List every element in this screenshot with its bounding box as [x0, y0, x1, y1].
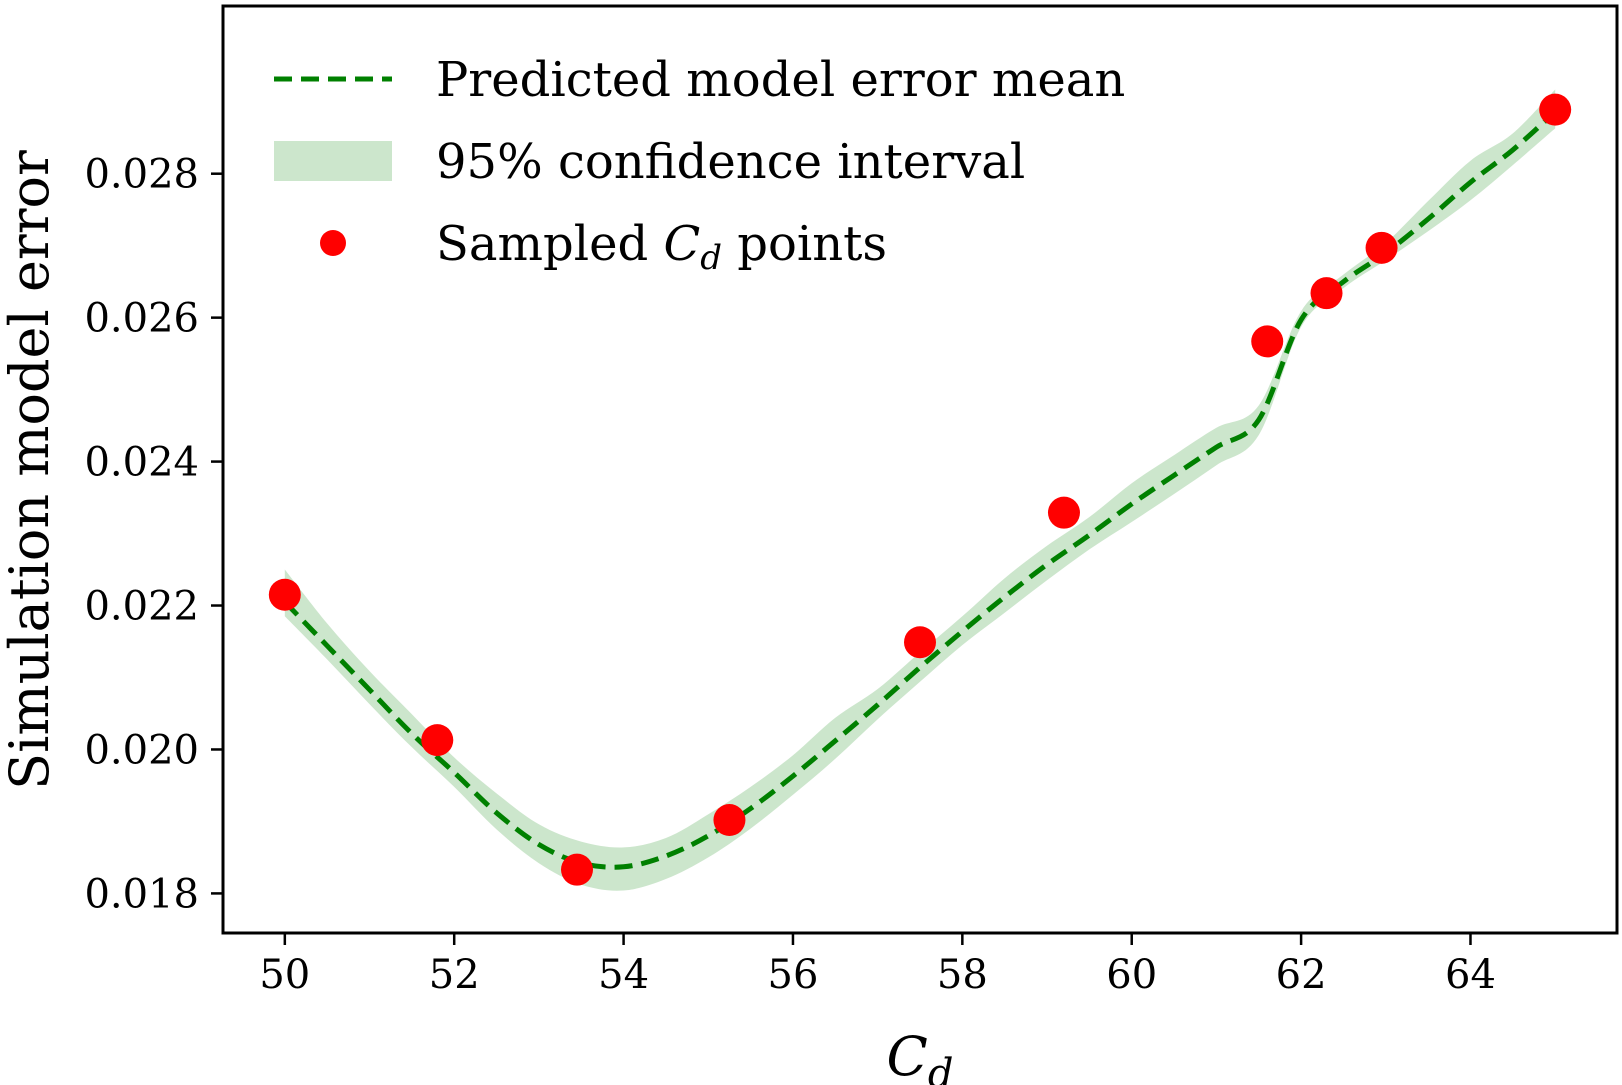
x-tick-label: 52 — [429, 952, 480, 998]
x-tick-label: 54 — [598, 952, 649, 998]
legend-item-samples: Sampled Cd points — [320, 216, 887, 278]
y-tick-label: 0.022 — [84, 584, 199, 630]
sample-point — [561, 853, 594, 886]
legend-swatch-marker — [320, 230, 346, 256]
mean-line — [283, 109, 1557, 870]
legend-label-samples: Sampled Cd points — [436, 216, 887, 278]
x-axis: 50 52 54 56 58 60 62 64 — [259, 933, 1496, 998]
legend-label-confidence: 95% confidence interval — [436, 134, 1025, 190]
sample-point — [713, 804, 746, 837]
x-tick-label: 62 — [1276, 952, 1327, 998]
sample-point — [1251, 325, 1284, 358]
x-tick-label: 64 — [1445, 952, 1496, 998]
legend-item-mean: Predicted model error mean — [274, 52, 1125, 108]
confidence-band — [284, 89, 1556, 891]
x-tick-label: 60 — [1106, 952, 1157, 998]
x-tick-label: 56 — [768, 952, 819, 998]
legend-item-confidence: 95% confidence interval — [274, 134, 1025, 190]
sample-point — [421, 724, 454, 757]
legend-swatch-band — [274, 141, 392, 181]
sample-point — [1310, 277, 1343, 310]
legend-label-mean: Predicted model error mean — [436, 52, 1125, 108]
legend: Predicted model error mean 95% confidenc… — [274, 52, 1125, 278]
y-tick-label: 0.020 — [84, 727, 199, 773]
y-tick-label: 0.028 — [84, 152, 199, 198]
x-tick-label: 50 — [259, 952, 310, 998]
axes-frame — [221, 4, 1619, 935]
x-tick-label: 58 — [937, 952, 988, 998]
sample-point — [904, 626, 936, 659]
y-axis: 0.018 0.020 0.022 0.024 0.026 0.028 — [84, 152, 223, 917]
y-axis-label: Simulation model error — [0, 150, 61, 790]
x-axis-label: Cd — [887, 1025, 954, 1085]
y-tick-label: 0.024 — [84, 440, 199, 486]
y-tick-label: 0.026 — [84, 296, 199, 342]
sample-point — [1539, 93, 1572, 126]
plot-area — [268, 89, 1572, 891]
sample-point — [268, 578, 301, 611]
sample-point — [1047, 496, 1080, 529]
y-tick-label: 0.018 — [84, 871, 199, 917]
sample-point — [1365, 231, 1398, 264]
